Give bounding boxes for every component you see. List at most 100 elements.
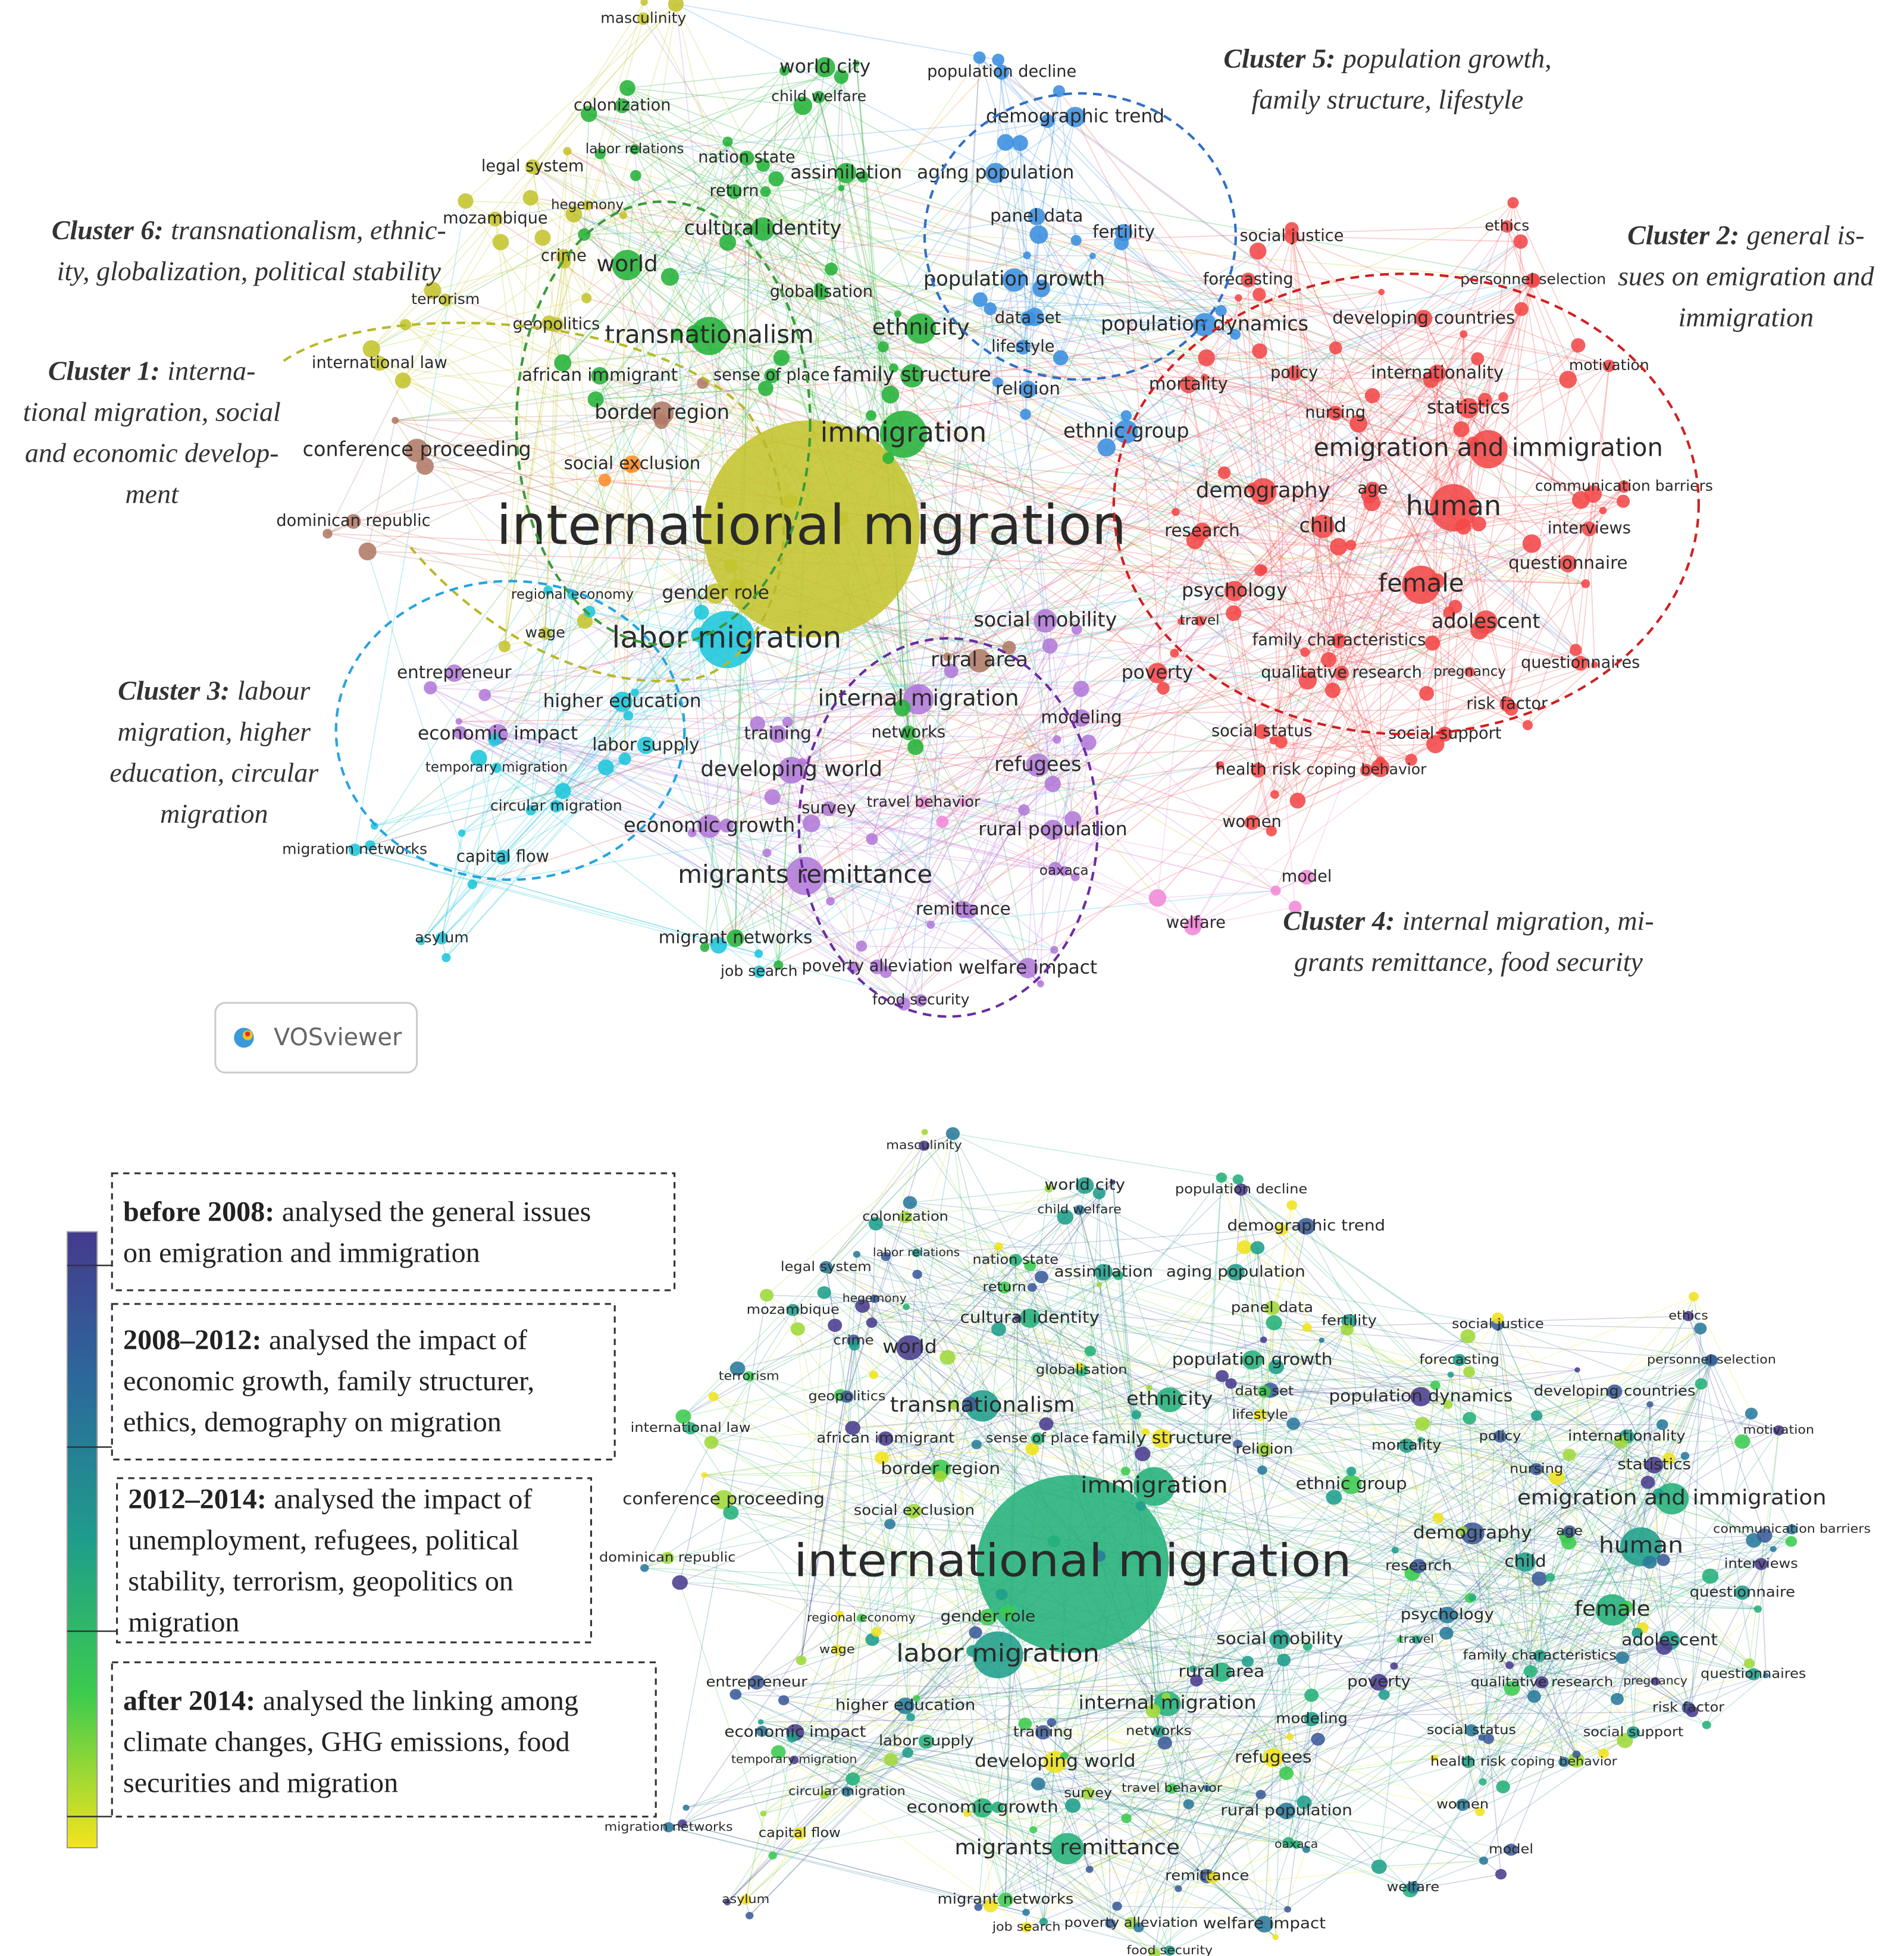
edge [995, 72, 1003, 173]
node [1631, 1628, 1643, 1638]
node [1270, 885, 1281, 896]
edge [1059, 90, 1373, 503]
node [1254, 724, 1270, 739]
edge [1307, 347, 1336, 681]
cluster-description: labour [237, 675, 311, 706]
node [687, 828, 697, 838]
edge [1416, 1359, 1712, 1640]
edge [622, 105, 735, 192]
edge [564, 262, 629, 716]
node [1319, 1337, 1325, 1343]
node-label: panel data [990, 206, 1083, 226]
edge [1507, 226, 1569, 380]
node-label: ethnicity [1126, 1388, 1213, 1410]
edge [668, 1826, 1026, 1913]
edge [1174, 653, 1263, 732]
edge [1195, 734, 1445, 924]
edge [1257, 250, 1298, 801]
edge [1034, 310, 1222, 318]
edge [441, 767, 606, 939]
node [1651, 1677, 1660, 1686]
edge [947, 57, 981, 657]
node [1094, 1550, 1106, 1562]
node [1034, 609, 1057, 633]
edge [881, 1272, 1104, 1459]
node [1002, 641, 1016, 655]
edge [1238, 297, 1264, 492]
edge [669, 216, 1037, 278]
edge [1568, 1535, 1765, 1543]
node [1655, 1482, 1689, 1515]
node [563, 147, 572, 156]
edge [690, 1428, 1002, 1595]
edge [1446, 1430, 1779, 1634]
edge [1479, 499, 1582, 525]
period-title: before 2008: [123, 1196, 274, 1227]
edge [710, 1442, 1008, 1613]
node-label: developing countries [1534, 1383, 1696, 1399]
edge [634, 670, 951, 694]
edge [1121, 242, 1595, 666]
edge [730, 1512, 1265, 1925]
edge [1438, 1518, 1531, 1672]
edge [420, 292, 822, 942]
edge [885, 1256, 1033, 1449]
edge [1025, 413, 1456, 607]
edge [875, 1223, 1693, 1712]
node-label: fertility [1321, 1312, 1377, 1329]
edge [963, 810, 1025, 910]
edge [1235, 1272, 1277, 1367]
edge [1157, 672, 1412, 761]
node-label: ethnic group [1063, 419, 1189, 442]
node [1522, 720, 1533, 731]
node-label: migrant networks [659, 927, 813, 948]
edge [837, 1396, 848, 1650]
edge [1624, 1436, 1627, 1741]
node [1504, 1681, 1520, 1696]
edge [1451, 1374, 1779, 1431]
edge [1038, 234, 1127, 432]
node-label: mozambique [747, 1302, 840, 1317]
edge [1467, 1336, 1754, 1541]
edge [1204, 377, 1462, 430]
edge [906, 1306, 1762, 1565]
edge [1205, 358, 1382, 761]
edge [762, 1731, 1067, 1850]
node [1460, 1329, 1476, 1343]
edge [979, 241, 1521, 662]
node [1492, 1312, 1504, 1324]
edge [1471, 1640, 1670, 1731]
edge [1040, 876, 1076, 985]
edge [624, 141, 728, 759]
node-label: policy [1270, 363, 1318, 382]
edge [1617, 1529, 1793, 1700]
node [1746, 1668, 1760, 1681]
node [704, 1435, 719, 1449]
edge [1081, 543, 1532, 719]
edge [792, 1614, 841, 1737]
edge [982, 1405, 1143, 1455]
node-label: adolescent [1621, 1630, 1718, 1649]
edge [599, 141, 728, 377]
edge [726, 639, 1272, 832]
edge [702, 383, 1263, 570]
edge [460, 732, 806, 877]
edge [1234, 590, 1427, 694]
edge [1028, 388, 1454, 509]
node [1215, 305, 1227, 317]
edge [675, 3, 998, 61]
edge [1276, 1226, 1307, 1367]
node [549, 317, 564, 333]
node [675, 1409, 691, 1424]
node [1031, 1777, 1045, 1791]
node [1050, 946, 1059, 954]
edge [1164, 1321, 1350, 1744]
edge [735, 1694, 1312, 1720]
node [1026, 753, 1050, 778]
edge [1076, 399, 1486, 630]
edge [1034, 234, 1039, 317]
edge [679, 1582, 1248, 1662]
node [896, 1335, 923, 1361]
edge [995, 173, 1222, 312]
node-label: networks [1126, 1723, 1191, 1738]
